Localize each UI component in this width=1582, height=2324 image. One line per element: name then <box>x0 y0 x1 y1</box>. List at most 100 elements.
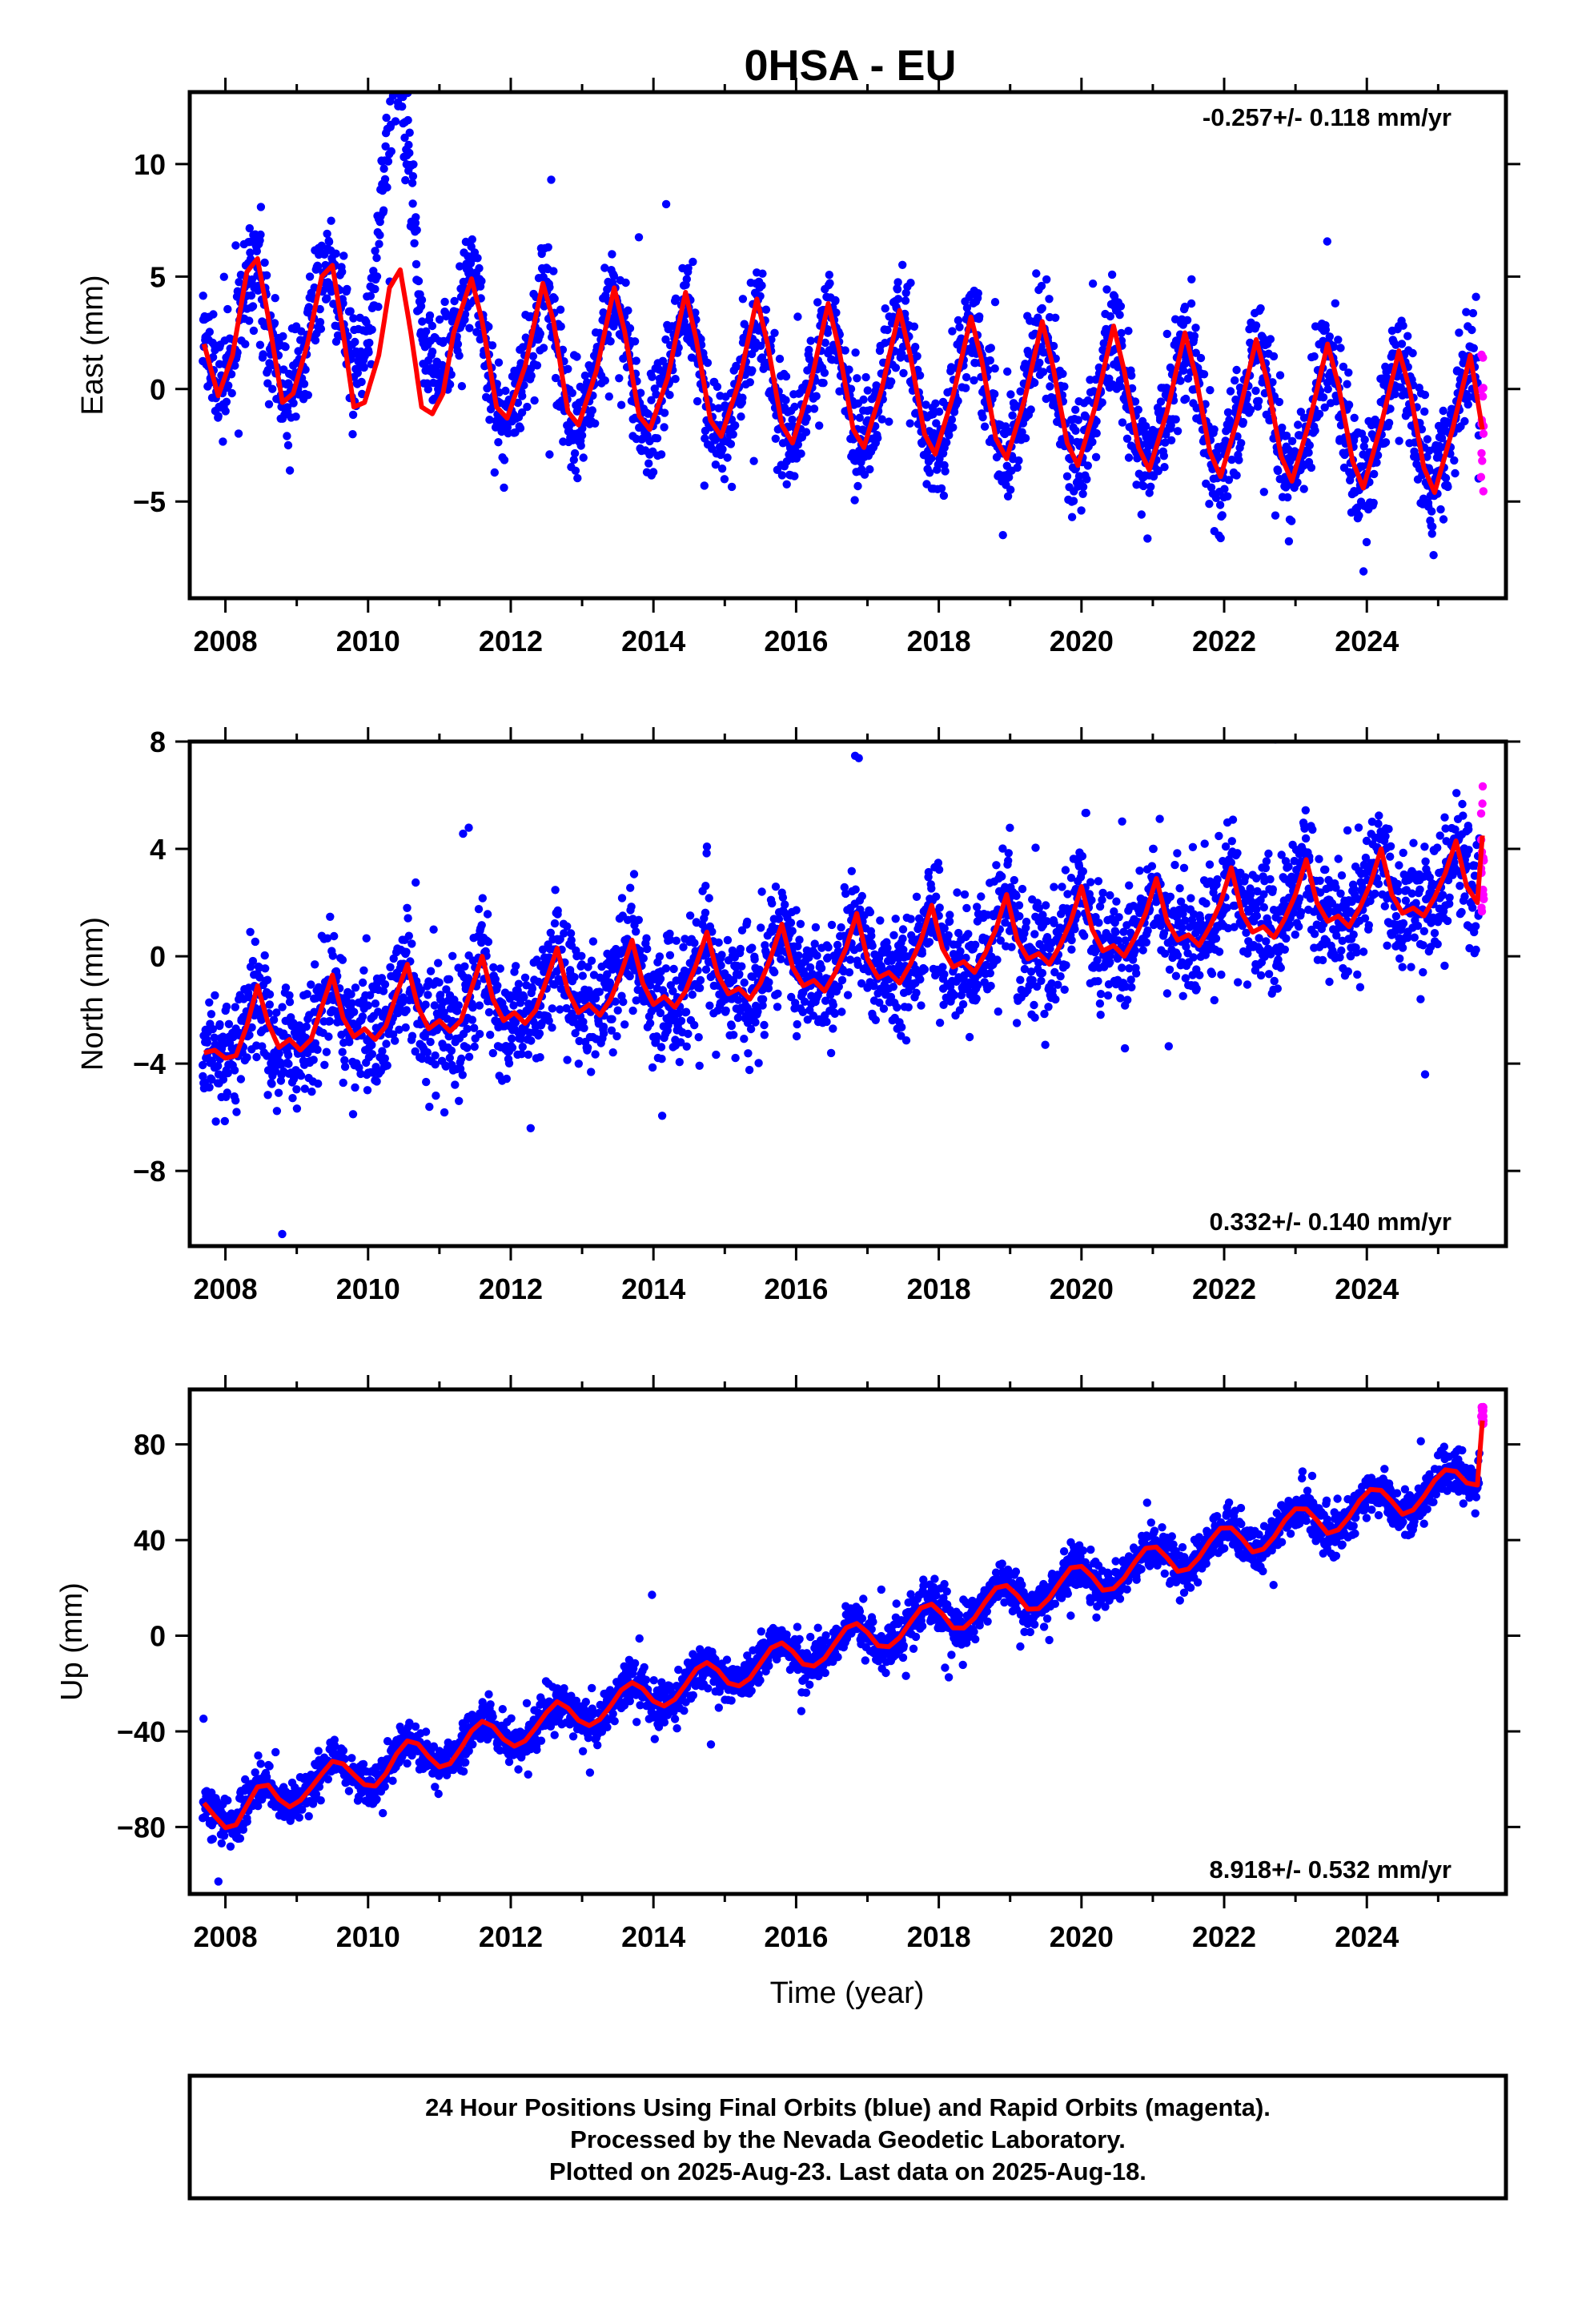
east-point-final <box>1042 275 1051 284</box>
north-point-final <box>326 912 335 922</box>
east-point-final <box>1199 370 1209 379</box>
east-point-final <box>1423 435 1432 444</box>
north-point-final <box>655 952 665 961</box>
east-point-final <box>790 472 799 480</box>
east-point-final <box>909 322 919 331</box>
east-point-final <box>495 388 504 397</box>
north-point-final <box>255 973 264 982</box>
east-point-final <box>364 348 373 357</box>
east-point-final <box>986 356 995 365</box>
east-point-final <box>205 328 214 336</box>
east-point-final <box>1060 382 1069 391</box>
east-point-final <box>588 406 596 415</box>
north-point-final <box>1030 1013 1039 1022</box>
north-point-final <box>778 893 788 902</box>
north-point-final <box>705 1001 714 1010</box>
north-point-final <box>421 1000 430 1009</box>
east-point-final <box>962 372 971 382</box>
north-point-final <box>757 887 766 896</box>
north-point-final <box>628 1006 637 1015</box>
east-point-final <box>422 327 431 336</box>
east-point-final <box>409 160 418 169</box>
east-point-final <box>425 311 435 320</box>
east-point-final <box>208 352 218 362</box>
east-point-final <box>310 283 319 292</box>
north-point-final <box>351 983 360 992</box>
north-point-final <box>578 971 587 980</box>
east-point-final <box>788 415 797 424</box>
east-point-final <box>891 364 901 372</box>
east-point-final <box>412 259 421 269</box>
north-point-final <box>426 967 436 975</box>
north-point-final <box>972 994 981 1003</box>
north-point-final <box>230 1066 239 1075</box>
north-point-final <box>359 966 368 975</box>
east-point-final <box>1232 365 1241 375</box>
east-point-final <box>812 392 821 400</box>
east-point-final <box>1226 387 1235 396</box>
east-point-final <box>1013 463 1022 472</box>
north-point-final <box>736 944 745 954</box>
north-point-final <box>879 1004 889 1013</box>
east-point-final <box>781 396 790 404</box>
north-point-final <box>1016 975 1025 984</box>
east-point-final <box>532 361 542 370</box>
east-point-final <box>1320 403 1329 412</box>
east-model-curve <box>201 255 1485 495</box>
east-point-final <box>625 324 635 333</box>
north-point-final <box>656 1008 665 1018</box>
north-point-final <box>935 903 944 912</box>
east-point-final <box>727 482 737 492</box>
north-point-final <box>705 894 713 903</box>
north-point-final <box>484 1007 494 1017</box>
east-point-final <box>408 179 417 187</box>
north-point-final <box>309 1055 318 1064</box>
north-point-final <box>412 878 420 887</box>
north-point-final <box>292 1085 301 1094</box>
east-point-final <box>877 415 886 424</box>
east-point-final <box>348 410 358 420</box>
north-point-final <box>701 882 710 891</box>
east-point-final <box>865 464 874 474</box>
east-point-final <box>726 440 736 448</box>
north-point-final <box>906 915 915 923</box>
east-point-final <box>797 449 805 458</box>
east-point-final <box>284 379 293 388</box>
east-point-final <box>1323 384 1332 394</box>
north-point-final <box>627 903 636 911</box>
north-point-final <box>958 999 968 1009</box>
east-point-final <box>245 223 254 233</box>
north-point-final <box>696 975 705 985</box>
east-point-final <box>247 291 256 300</box>
east-point-final <box>1145 489 1154 497</box>
east-point-final <box>703 358 713 368</box>
east-point-final <box>1391 390 1399 399</box>
north-point-final <box>960 890 970 899</box>
north-point-final <box>272 1008 281 1017</box>
east-point-rapid <box>1479 487 1488 496</box>
north-point-final <box>731 1053 740 1063</box>
east-point-final <box>324 237 334 247</box>
north-point-final <box>457 1054 466 1063</box>
east-point-final <box>1259 488 1269 497</box>
east-point-final <box>1187 275 1196 283</box>
east-point-final <box>806 336 815 345</box>
east-point-rapid <box>1477 448 1486 458</box>
east-point-final <box>661 335 670 344</box>
east-point-final <box>503 423 512 432</box>
east-point-final <box>224 381 233 390</box>
east-point-final <box>371 284 379 294</box>
east-point-final <box>270 319 279 328</box>
east-point-final <box>898 342 908 352</box>
east-point-final <box>1399 321 1407 330</box>
east-point-final <box>801 428 811 436</box>
north-point-final <box>283 1051 293 1059</box>
north-point-final <box>258 1042 267 1051</box>
east-point-final <box>473 254 482 263</box>
east-point-final <box>528 352 538 360</box>
east-point-final <box>1215 501 1225 509</box>
east-point-final <box>1339 362 1348 372</box>
north-point-final <box>518 1043 527 1051</box>
east-point-final <box>1232 471 1241 480</box>
east-point-final <box>893 295 903 304</box>
